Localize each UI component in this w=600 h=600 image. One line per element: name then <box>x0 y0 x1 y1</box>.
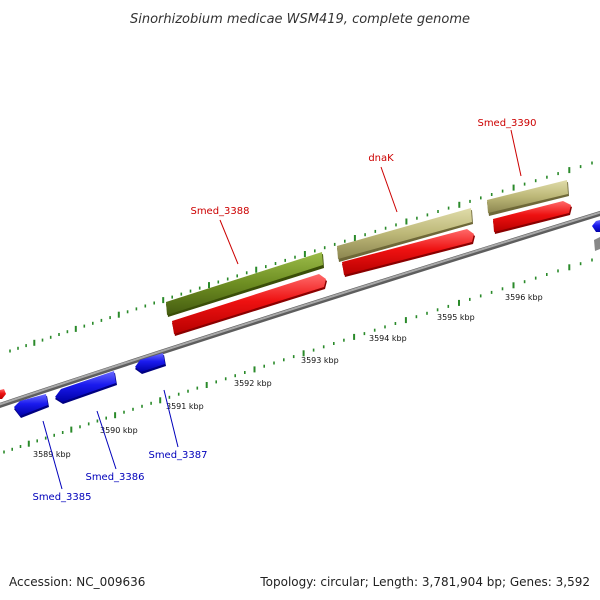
label-leader-line <box>510 129 522 177</box>
cds-feature-smed-3390[interactable] <box>493 201 572 234</box>
ruler-label: 3590 kbp <box>100 426 138 435</box>
genome-backbone-highlight <box>0 211 600 406</box>
gene-label-smed-3388[interactable]: Smed_3388 <box>190 206 249 217</box>
gene-feature-smed-3388[interactable] <box>166 252 324 317</box>
gene-label-smed-3386[interactable]: Smed_3386 <box>85 472 144 483</box>
cds-feature-dnak[interactable] <box>342 229 475 277</box>
cds-feature-edge-left[interactable] <box>0 389 6 399</box>
ruler-label: 3594 kbp <box>369 334 407 343</box>
map-title: Sinorhizobium medicae WSM419, complete g… <box>130 12 470 27</box>
gene-feature-smed-3390[interactable] <box>487 180 569 216</box>
ruler-label: 3595 kbp <box>437 313 475 322</box>
gene-feature-dnak[interactable] <box>337 208 473 262</box>
label-leader-line <box>163 389 179 448</box>
ruler-label: 3592 kbp <box>234 379 272 388</box>
ruler-label: 3596 kbp <box>505 293 543 302</box>
gene-label-dnak[interactable]: dnaK <box>368 153 394 164</box>
label-leader-line <box>219 219 239 265</box>
inner-tick-row <box>3 258 593 454</box>
ruler-label: 3591 kbp <box>166 402 204 411</box>
gene-label-smed-3387[interactable]: Smed_3387 <box>148 450 207 461</box>
ruler-label: 3593 kbp <box>301 356 339 365</box>
gene-label-smed-3390[interactable]: Smed_3390 <box>477 118 536 129</box>
cds-feature-smed-3388[interactable] <box>172 274 327 336</box>
outer-tick-row <box>9 161 593 353</box>
genome-info-text: Topology: circular; Length: 3,781,904 bp… <box>259 575 590 589</box>
gene-label-smed-3385[interactable]: Smed_3385 <box>32 492 91 503</box>
cds-feature-smed-3385[interactable] <box>14 394 49 418</box>
label-leader-line <box>96 410 117 470</box>
cds-feature-smed-3386[interactable] <box>55 371 117 404</box>
accession-text: Accession: NC_009636 <box>9 575 145 589</box>
cds-feature-smed-3387[interactable] <box>135 353 166 374</box>
cds-feature-edge-right[interactable] <box>592 220 600 251</box>
label-leader-line <box>380 166 398 213</box>
label-leader-line <box>42 420 63 490</box>
